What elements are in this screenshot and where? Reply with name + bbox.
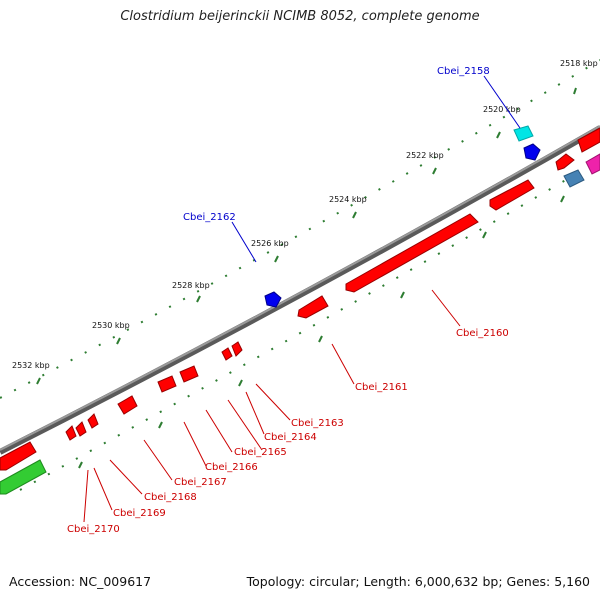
gene-cbei-2170[interactable] — [65, 425, 77, 441]
gene-green-left[interactable] — [0, 459, 47, 495]
gene-label[interactable]: Cbei_2165 — [234, 447, 287, 458]
gene-label[interactable]: Cbei_2169 — [113, 508, 166, 519]
kbp-label: 2526 kbp — [251, 239, 289, 248]
gene-reverse[interactable] — [489, 179, 535, 211]
gene-cbei-2162[interactable] — [264, 291, 282, 308]
gene-cbei-2164[interactable] — [221, 347, 233, 361]
genome-backbone — [0, 125, 600, 455]
gene-magenta[interactable] — [585, 153, 600, 175]
gene-label[interactable]: Cbei_2163 — [291, 418, 344, 429]
tick-2520 — [496, 131, 501, 139]
accession-text: Accession: NC_009617 — [9, 574, 152, 589]
topology-text: Topology: circular; Length: 6,000,632 bp… — [246, 574, 590, 589]
kbp-label: 2528 kbp — [172, 281, 210, 290]
gene-cbei-2166[interactable] — [157, 375, 177, 393]
kbp-label: 2524 kbp — [329, 195, 367, 204]
gene-label[interactable]: Cbei_2162 — [183, 212, 236, 223]
outer-major-ticks — [36, 87, 577, 385]
forward-genes — [264, 125, 600, 308]
inner-major-ticks — [78, 195, 565, 469]
gene-cbei-2169[interactable] — [75, 421, 87, 437]
gene-label[interactable]: Cbei_2160 — [456, 328, 509, 339]
gene-label[interactable]: Cbei_2158 — [437, 66, 490, 77]
map-title: Clostridium beijerinckii NCIMB 8052, com… — [120, 9, 480, 24]
gene-cbei-2168[interactable] — [87, 413, 99, 429]
kbp-label: 2530 kbp — [92, 321, 130, 330]
kbp-label: 2522 kbp — [406, 151, 444, 160]
kbp-label: 2518 kbp — [560, 59, 598, 68]
tick-2530 — [116, 337, 121, 345]
reverse-leaders — [83, 289, 461, 523]
tick-2526 — [274, 255, 279, 263]
gene-steel[interactable] — [563, 169, 585, 188]
tick-2518 — [573, 87, 577, 95]
gene-forward[interactable] — [523, 143, 541, 161]
gene-label[interactable]: Cbei_2161 — [355, 382, 408, 393]
gene-cbei-2158[interactable] — [513, 125, 534, 142]
outer-tick-track — [0, 59, 600, 399]
tick-2528 — [196, 295, 201, 303]
gene-label[interactable]: Cbei_2164 — [264, 432, 317, 443]
tick-2532 — [36, 377, 41, 385]
gene-red-left[interactable] — [0, 441, 37, 471]
gene-cbei-2160[interactable] — [345, 213, 479, 293]
reverse-genes — [0, 179, 535, 495]
gene-cbei-2161[interactable] — [297, 295, 329, 319]
kbp-label: 2532 kbp — [12, 361, 50, 370]
tick-2522 — [432, 167, 437, 175]
gene-cbei-2163[interactable] — [231, 341, 243, 357]
gene-label[interactable]: Cbei_2167 — [174, 477, 227, 488]
kbp-label: 2520 kbp — [483, 105, 521, 114]
tick-2524 — [352, 211, 357, 219]
gene-cbei-2165[interactable] — [179, 365, 199, 383]
gene-label[interactable]: Cbei_2166 — [205, 462, 258, 473]
gene-label[interactable]: Cbei_2168 — [144, 492, 197, 503]
gene-label[interactable]: Cbei_2170 — [67, 524, 120, 535]
gene-red-small[interactable] — [555, 153, 575, 171]
gene-red-edge[interactable] — [577, 127, 600, 153]
gene-cbei-2167[interactable] — [117, 395, 138, 415]
forward-leaders — [231, 75, 521, 263]
